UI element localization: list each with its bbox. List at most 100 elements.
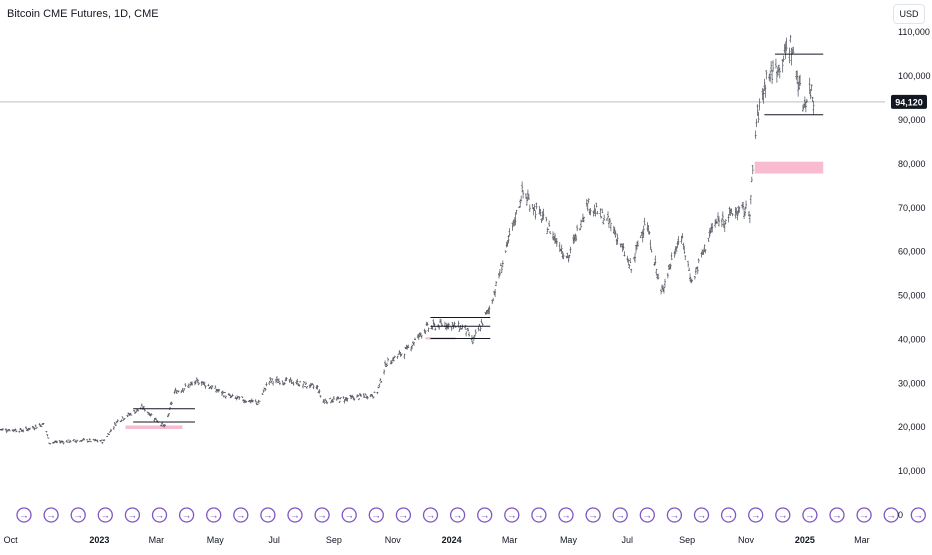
event-marker-icon[interactable]: → bbox=[396, 508, 410, 522]
ohlc-bar bbox=[414, 338, 416, 341]
svg-text:→: → bbox=[100, 511, 110, 522]
ohlc-bar bbox=[299, 381, 301, 382]
currency-button[interactable]: USD bbox=[893, 4, 925, 24]
event-marker-icon[interactable]: → bbox=[451, 508, 465, 522]
ohlc-bar bbox=[269, 377, 271, 381]
ohlc-bar bbox=[607, 211, 609, 218]
event-marker-icon[interactable]: → bbox=[17, 508, 31, 522]
ohlc-bar bbox=[376, 392, 378, 394]
ohlc-bar bbox=[122, 417, 124, 419]
x-tick-label: Mar bbox=[149, 535, 165, 545]
ohlc-bar bbox=[141, 403, 143, 406]
ohlc-bar bbox=[698, 258, 700, 263]
ohlc-bar bbox=[343, 396, 345, 399]
event-marker-icon[interactable]: → bbox=[98, 508, 112, 522]
ohlc-bar bbox=[184, 383, 186, 387]
event-marker-icon[interactable]: → bbox=[722, 508, 736, 522]
event-marker-icon[interactable]: → bbox=[180, 508, 194, 522]
event-marker-icon[interactable]: → bbox=[478, 508, 492, 522]
demand-zone[interactable] bbox=[755, 162, 824, 174]
event-marker-icon[interactable]: → bbox=[234, 508, 248, 522]
event-marker-icon[interactable]: → bbox=[125, 508, 139, 522]
chart-title: Bitcoin CME Futures, 1D, CME bbox=[7, 8, 159, 20]
ohlc-bar bbox=[18, 431, 20, 433]
y-tick-label: 70,000 bbox=[898, 203, 926, 213]
ohlc-bar bbox=[492, 298, 494, 301]
ohlc-bar bbox=[745, 200, 747, 208]
ohlc-bar bbox=[478, 326, 480, 331]
ohlc-bar bbox=[684, 256, 686, 260]
x-tick-label: Oct bbox=[4, 535, 19, 545]
event-marker-icon[interactable]: → bbox=[207, 508, 221, 522]
event-marker-icon[interactable]: → bbox=[803, 508, 817, 522]
ohlc-bar bbox=[595, 203, 597, 208]
ohlc-bar bbox=[268, 381, 270, 385]
ohlc-bar bbox=[46, 434, 48, 436]
ohlc-bar bbox=[303, 381, 305, 383]
event-marker-icon[interactable]: → bbox=[640, 508, 654, 522]
event-marker-icon[interactable]: → bbox=[857, 508, 871, 522]
y-tick-label: 20,000 bbox=[898, 422, 926, 432]
demand-zone[interactable] bbox=[125, 425, 182, 429]
event-marker-icon[interactable]: → bbox=[884, 508, 898, 522]
ohlc-bar bbox=[271, 378, 273, 380]
event-marker-icon[interactable]: → bbox=[586, 508, 600, 522]
ohlc-bar bbox=[306, 386, 308, 389]
ohlc-bar bbox=[340, 397, 342, 399]
ohlc-bar bbox=[468, 332, 470, 337]
event-marker-icon[interactable]: → bbox=[44, 508, 58, 522]
ohlc-bar bbox=[610, 222, 612, 231]
event-marker-icon[interactable]: → bbox=[315, 508, 329, 522]
ohlc-bar bbox=[373, 392, 375, 393]
event-marker-icon[interactable]: → bbox=[288, 508, 302, 522]
ohlc-bar bbox=[329, 398, 331, 399]
event-marker-icon[interactable]: → bbox=[559, 508, 573, 522]
ohlc-bar bbox=[207, 384, 209, 386]
ohlc-bar bbox=[95, 439, 97, 441]
y-tick-label: 110,000 bbox=[898, 27, 930, 37]
y-tick-label: 0 bbox=[898, 510, 903, 520]
event-marker-icon[interactable]: → bbox=[532, 508, 546, 522]
ohlc-bar bbox=[100, 440, 102, 441]
x-tick-label: May bbox=[560, 535, 578, 545]
ohlc-bar bbox=[465, 332, 467, 337]
svg-text:→: → bbox=[46, 511, 56, 522]
svg-text:→: → bbox=[642, 511, 652, 522]
svg-text:→: → bbox=[697, 511, 707, 522]
event-marker-icon[interactable]: → bbox=[505, 508, 519, 522]
svg-text:→: → bbox=[426, 511, 436, 522]
event-marker-icon[interactable]: → bbox=[776, 508, 790, 522]
svg-text:→: → bbox=[886, 511, 896, 522]
ohlc-bar bbox=[304, 386, 306, 387]
ohlc-bar bbox=[101, 442, 103, 444]
event-marker-icon[interactable]: → bbox=[749, 508, 763, 522]
x-tick-label: Mar bbox=[854, 535, 870, 545]
ohlc-bar bbox=[697, 266, 699, 274]
event-marker-icon[interactable]: → bbox=[71, 508, 85, 522]
ohlc-bar bbox=[601, 209, 603, 214]
event-marker-icon[interactable]: → bbox=[369, 508, 383, 522]
svg-text:→: → bbox=[344, 511, 354, 522]
ohlc-bar bbox=[536, 203, 538, 210]
ohlc-bar bbox=[623, 251, 625, 256]
y-tick-label: 80,000 bbox=[898, 159, 926, 169]
event-marker-icon[interactable]: → bbox=[424, 508, 438, 522]
svg-text:→: → bbox=[371, 511, 381, 522]
event-marker-icon[interactable]: → bbox=[695, 508, 709, 522]
ohlc-bar bbox=[35, 425, 37, 427]
svg-text:→: → bbox=[778, 511, 788, 522]
event-marker-icon[interactable]: → bbox=[153, 508, 167, 522]
y-tick-label: 90,000 bbox=[898, 115, 926, 125]
ohlc-bar bbox=[76, 440, 78, 441]
event-marker-icon[interactable]: → bbox=[261, 508, 275, 522]
ohlc-bar bbox=[576, 225, 578, 231]
ohlc-bar bbox=[788, 48, 790, 64]
ohlc-bar bbox=[272, 381, 274, 385]
event-marker-icon[interactable]: → bbox=[613, 508, 627, 522]
event-marker-icon[interactable]: → bbox=[911, 508, 925, 522]
event-marker-icon[interactable]: → bbox=[342, 508, 356, 522]
event-marker-icon[interactable]: → bbox=[667, 508, 681, 522]
event-marker-icon[interactable]: → bbox=[830, 508, 844, 522]
